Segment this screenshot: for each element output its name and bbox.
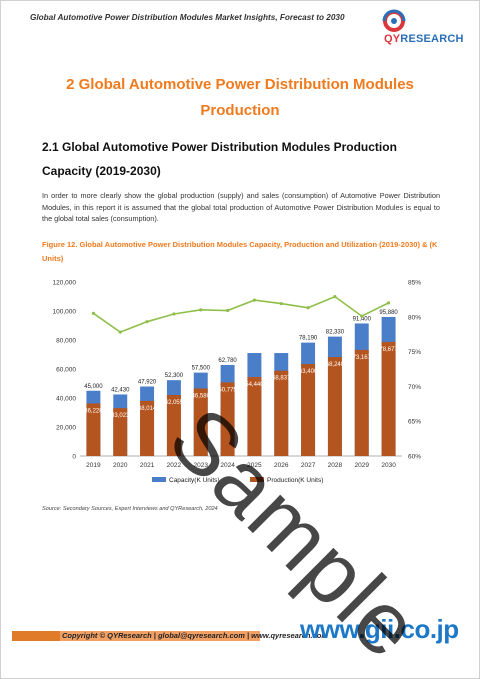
utilization-point [333, 295, 337, 299]
production-value-label: 58,837 [272, 376, 291, 382]
production-bar [354, 349, 369, 456]
gii-link[interactable]: www.gii.co.jp [300, 614, 459, 644]
production-value-label: 63,400 [299, 369, 318, 375]
y-left-tick-label: 120,000 [53, 280, 77, 287]
y-right-tick-label: 70% [408, 384, 421, 391]
x-tick-label: 2021 [140, 462, 155, 469]
qyresearch-logo [382, 9, 406, 32]
capacity-value-label: 82,330 [326, 330, 345, 336]
y-right-tick-label: 75% [408, 349, 421, 356]
utilization-point [118, 330, 122, 334]
figure-caption: Figure 12. Global Automotive Power Distr… [42, 240, 438, 263]
legend-capacity-label: Capacity(K Units) [169, 477, 220, 484]
legend-production-label: Production(K Units) [267, 477, 323, 484]
production-value-label: 33,023 [111, 413, 130, 419]
production-value-label: 54,440 [245, 382, 264, 388]
x-tick-label: 2020 [113, 462, 128, 469]
y-left-tick-label: 20,000 [56, 425, 76, 432]
utilization-point [199, 308, 203, 312]
x-tick-label: 2029 [355, 462, 370, 469]
production-bar [274, 370, 289, 456]
footer-accent-bar-light [60, 631, 260, 641]
production-value-label: 68,240 [326, 362, 345, 368]
utilization-point [306, 306, 310, 310]
legend-capacity-swatch [152, 477, 166, 482]
watermark-wrap: Sample [60, 250, 460, 677]
capacity-value-label: 52,300 [165, 373, 184, 379]
capacity-value-label: 95,880 [379, 310, 398, 316]
y-left-tick-label: 80,000 [56, 338, 76, 345]
production-value-label: 46,580 [192, 393, 211, 399]
utilization-line [92, 295, 389, 334]
x-tick-label: 2028 [328, 462, 343, 469]
capacity-production-chart: 0 20,000 40,000 60,000 80,000 100,000 120,000 6… [53, 280, 422, 485]
x-tick-label: 2027 [301, 462, 316, 469]
x-tick-label: 2023 [194, 462, 209, 469]
capacity-value-label: 57,500 [192, 366, 211, 372]
utilization-point [360, 314, 364, 318]
capacity-value-label: 91,400 [353, 316, 372, 322]
body-paragraph: In order to more clearly show the global… [42, 191, 440, 223]
x-tick-label: 2030 [381, 462, 396, 469]
x-tick-label: 2025 [247, 462, 262, 469]
footer-accent-bar [12, 631, 60, 641]
utilization-point [386, 301, 391, 305]
y-left-tick-label: 100,000 [53, 309, 77, 316]
utilization-point [252, 298, 257, 302]
x-tick-label: 2019 [86, 462, 101, 469]
production-bar [381, 341, 396, 456]
y-right-tick-label: 80% [408, 314, 421, 321]
y-left-tick-label: 40,000 [56, 396, 76, 403]
production-value-label: 36,228 [84, 408, 103, 414]
production-bar [327, 357, 342, 456]
production-value-label: 78,677 [379, 347, 398, 353]
document-header-title: Global Automotive Power Distribution Mod… [30, 13, 345, 22]
footer-copyright: Copyright © QYResearch | global@qyresear… [62, 631, 329, 640]
x-tick-label: 2022 [167, 462, 182, 469]
production-value-label: 42,055 [165, 400, 184, 406]
production-bar [140, 400, 155, 456]
utilization-point [91, 311, 96, 315]
production-bar [220, 382, 235, 456]
x-tick-label: 2024 [220, 462, 235, 469]
production-bar [193, 388, 208, 456]
y-left-tick-label: 0 [72, 454, 76, 461]
x-tick-label: 2026 [274, 462, 289, 469]
chapter-title: 2 Global Automotive Power Distribution M… [66, 76, 414, 119]
production-bar [86, 403, 101, 456]
production-bar [113, 408, 128, 456]
section-title: 2.1 Global Automotive Power Distribution… [42, 140, 397, 178]
production-value-label: 73,167 [353, 355, 372, 361]
utilization-point [225, 308, 230, 313]
utilization-point [172, 312, 176, 316]
production-value-label: 38,014 [138, 406, 157, 412]
capacity-value-label: 47,920 [138, 380, 157, 386]
production-value-label: 50,775 [218, 387, 237, 393]
y-left-tick-label: 60,000 [56, 367, 76, 374]
utilization-point [279, 301, 283, 306]
source-note: Source: Secondary Sources, Expert Interv… [42, 506, 218, 512]
logo-text: QYRESEARCH [384, 33, 464, 45]
legend-production-swatch [250, 477, 264, 482]
capacity-value-label: 42,430 [111, 387, 130, 393]
y-right-tick-label: 60% [408, 454, 421, 461]
production-bar [166, 395, 181, 456]
y-right-tick-label: 85% [408, 280, 421, 287]
capacity-value-label: 78,190 [299, 336, 318, 342]
utilization-point [145, 320, 149, 324]
y-right-tick-label: 65% [408, 419, 421, 426]
capacity-value-label: 62,780 [218, 358, 237, 364]
capacity-value-label: 45,000 [84, 384, 103, 390]
production-bar [301, 364, 316, 456]
production-bar [247, 377, 262, 456]
